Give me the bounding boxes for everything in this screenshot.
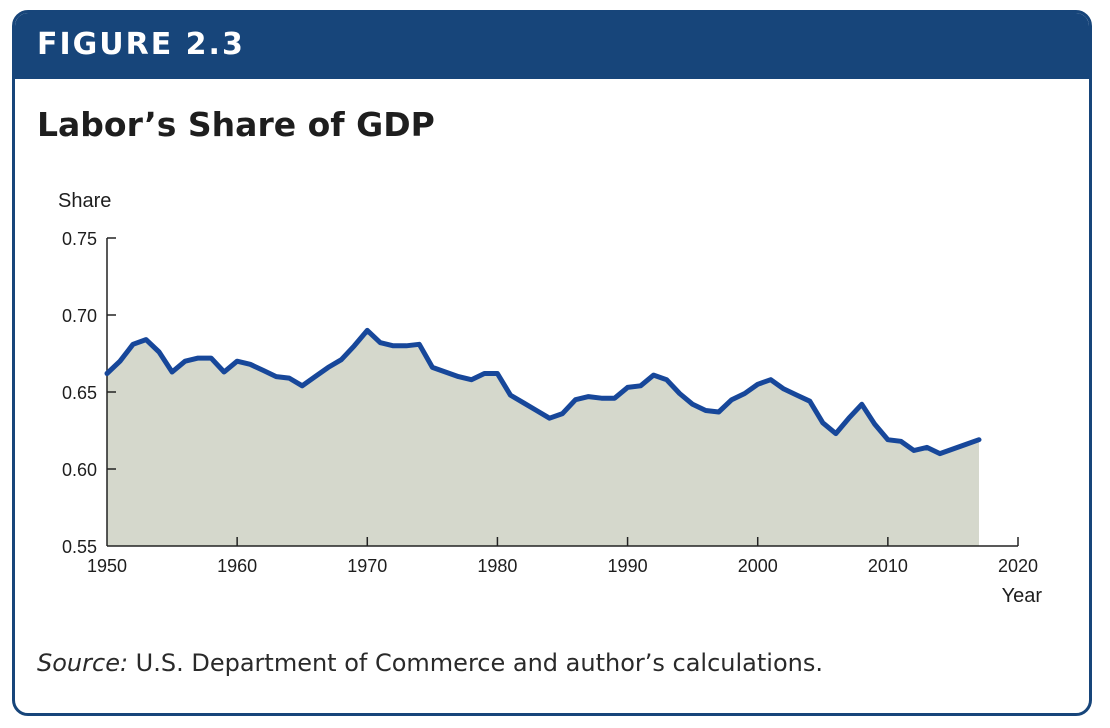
y-axis-label: Share bbox=[58, 190, 111, 212]
y-tick-label: 0.60 bbox=[62, 460, 97, 480]
x-tick-label: 1970 bbox=[347, 556, 387, 576]
chart-axes: 0.55 0.60 0.65 0.70 0.75 1950 1960 1970 1980 1990… bbox=[62, 229, 1038, 576]
x-tick-label: 1980 bbox=[477, 556, 517, 576]
chart-title: Labor’s Share of GDP bbox=[37, 105, 435, 144]
x-tick-label: 2020 bbox=[998, 556, 1038, 576]
y-tick-label: 0.55 bbox=[62, 537, 97, 557]
x-axis-label: Year bbox=[1002, 585, 1043, 607]
figure-banner: FIGURE 2.3 bbox=[15, 13, 1089, 79]
x-tick-label: 1950 bbox=[87, 556, 127, 576]
x-tick-label: 2010 bbox=[868, 556, 908, 576]
x-tick-label: 1990 bbox=[608, 556, 648, 576]
x-tick-label: 2000 bbox=[738, 556, 778, 576]
series-line bbox=[104, 327, 982, 457]
y-tick-label: 0.75 bbox=[62, 229, 97, 249]
x-tick-label: 1960 bbox=[217, 556, 257, 576]
y-tick-label: 0.65 bbox=[62, 383, 97, 403]
source-text: U.S. Department of Commerce and author’s… bbox=[128, 649, 823, 677]
source-prefix: Source: bbox=[37, 649, 129, 677]
source-note: Source: U.S. Department of Commerce and … bbox=[37, 649, 823, 677]
figure-label: FIGURE 2.3 bbox=[37, 27, 245, 62]
y-tick-label: 0.70 bbox=[62, 306, 97, 326]
